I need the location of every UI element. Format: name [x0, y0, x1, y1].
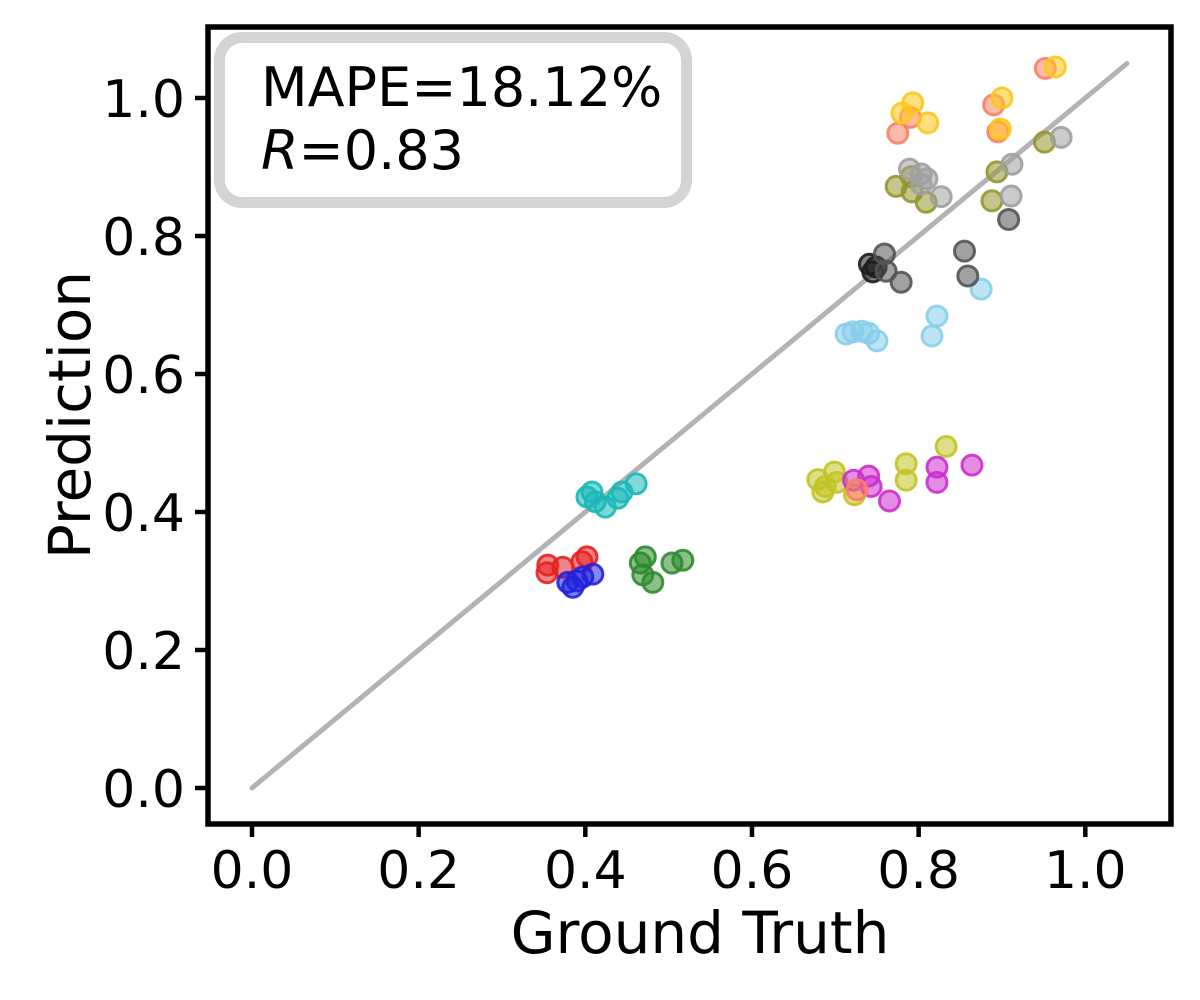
- scatter-point-blue: [581, 562, 605, 586]
- scatter-point-magenta: [960, 453, 984, 477]
- scatter-point-green: [633, 545, 657, 569]
- scatter-point-magenta: [925, 470, 949, 494]
- x-tick-label: 0.2: [377, 841, 460, 901]
- x-axis-label: Ground Truth: [510, 899, 890, 967]
- scatter-point-gray: [1000, 152, 1024, 176]
- r-text: R=0.83: [261, 118, 681, 183]
- mape-text: MAPE=18.12%: [261, 56, 663, 119]
- y-axis-label: Prediction: [36, 270, 104, 560]
- scatter-point-dimgray: [956, 264, 980, 288]
- scatter-point-gold: [988, 117, 1012, 141]
- scatter-point-gold: [916, 111, 940, 135]
- scatter-point-salmon: [845, 478, 869, 502]
- scatter-point-olive: [980, 189, 1004, 213]
- scatter-point-yellow: [934, 434, 958, 458]
- scatter-point-dimgray: [889, 270, 913, 294]
- x-tick-label: 0.4: [544, 841, 627, 901]
- scatter-point-gold: [990, 86, 1014, 110]
- scatter-point-gray: [915, 167, 939, 191]
- scatter-point-dimgray: [952, 239, 976, 263]
- scatter-point-dimgray: [997, 207, 1021, 231]
- x-tick-label: 0.6: [711, 841, 794, 901]
- r-value: =0.83: [298, 118, 465, 182]
- y-tick-label: 0.6: [102, 346, 185, 406]
- x-tick-label: 0.0: [211, 841, 294, 901]
- scatter-point-green: [671, 548, 695, 572]
- scatter-point-gray: [929, 185, 953, 209]
- r-symbol: R: [261, 118, 299, 182]
- y-tick-label: 0.0: [102, 760, 185, 820]
- scatter-point-gold: [1043, 55, 1067, 79]
- scatter-point-skyblue: [865, 329, 889, 353]
- scatter-point-gray: [999, 184, 1023, 208]
- y-tick-label: 1.0: [102, 70, 185, 130]
- scatter-point-cyan: [624, 472, 648, 496]
- plot-border: [205, 24, 1174, 827]
- scatter-point-green: [641, 570, 665, 594]
- stats-annotation-box: MAPE=18.12% R=0.83: [214, 32, 692, 208]
- scatter-point-magenta: [877, 489, 901, 513]
- y-tick-label: 0.8: [102, 208, 185, 268]
- y-tick-label: 0.2: [102, 622, 185, 682]
- scatter-point-gray: [1049, 125, 1073, 149]
- identity-line: [249, 61, 1130, 791]
- scatter-point-skyblue: [925, 304, 949, 328]
- x-tick-label: 0.8: [877, 841, 960, 901]
- scatter-point-skyblue: [969, 277, 993, 301]
- scatter-point-skyblue: [920, 324, 944, 348]
- scatter-point-dimgray: [874, 259, 898, 283]
- x-tick-label: 1.0: [1044, 841, 1127, 901]
- scatter-point-gold: [901, 91, 925, 115]
- scatter-point-yellow: [894, 468, 918, 492]
- y-tick-label: 0.4: [102, 484, 185, 544]
